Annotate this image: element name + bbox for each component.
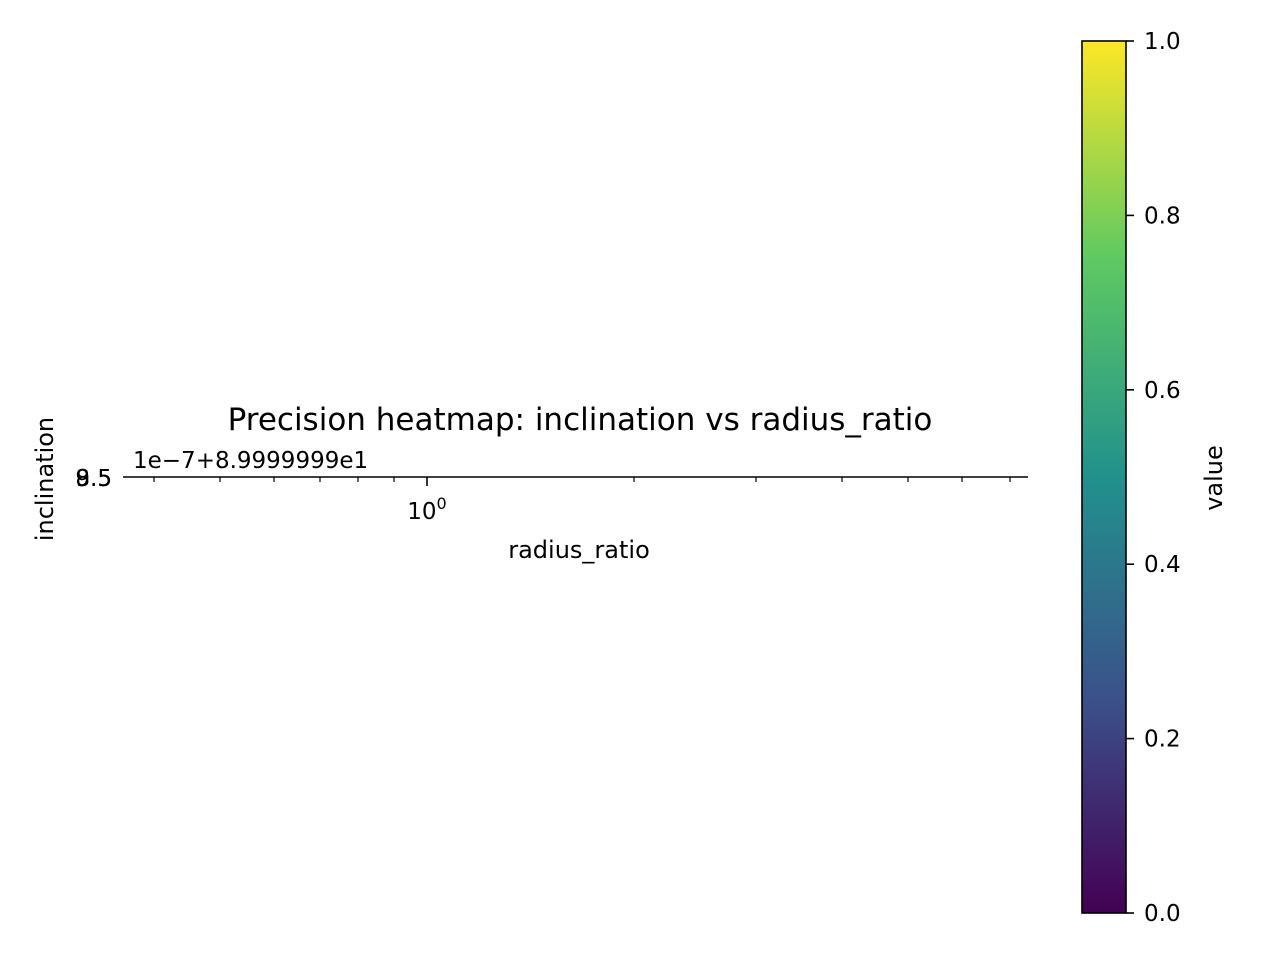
x-minor-ticks <box>153 477 1011 482</box>
y-axis-label: inclination <box>31 417 59 541</box>
colorbar-frame <box>1081 40 1127 914</box>
chart-title: Precision heatmap: inclination vs radius… <box>228 402 933 438</box>
y-tick-labels: 9.58.5 <box>75 466 112 492</box>
colorbar-ticks: 0.0 0.2 0.4 0.6 0.8 1.0 <box>1126 29 1181 927</box>
colorbar-tick-label: 0.6 <box>1144 378 1181 404</box>
colorbar-tick-label: 0.2 <box>1144 727 1181 753</box>
x-axis-label: radius_ratio <box>508 536 650 564</box>
colorbar-tick-label: 0.4 <box>1144 552 1181 578</box>
x-tick-label-exp: 0 <box>437 494 447 513</box>
y-tick-label: 8.5 <box>75 466 112 492</box>
colorbar-tick-label: 0.8 <box>1144 203 1181 229</box>
y-offset-label: 1e−7+8.9999999e1 <box>133 448 368 474</box>
y-tick-label: 9.5 <box>75 466 112 492</box>
colorbar-tick-label: 1.0 <box>1144 29 1181 55</box>
colorbar-label: value <box>1200 445 1228 511</box>
colorbar-gradient <box>1082 41 1126 913</box>
colorbar-tick-label: 0.0 <box>1144 901 1181 927</box>
x-tick-label: 100 <box>407 494 446 525</box>
x-tick-label-base: 10 <box>407 499 436 525</box>
